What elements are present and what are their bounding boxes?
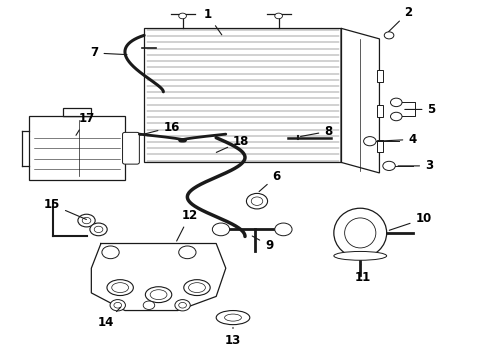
FancyBboxPatch shape xyxy=(122,132,139,164)
Text: 18: 18 xyxy=(216,135,249,152)
Text: 5: 5 xyxy=(405,103,436,116)
Circle shape xyxy=(275,13,282,19)
Ellipse shape xyxy=(107,280,133,296)
Circle shape xyxy=(82,217,91,224)
Text: 9: 9 xyxy=(252,236,273,252)
Circle shape xyxy=(102,246,119,259)
Circle shape xyxy=(78,214,95,227)
Text: 7: 7 xyxy=(91,46,127,59)
Text: 10: 10 xyxy=(389,212,432,230)
Ellipse shape xyxy=(334,251,387,260)
Text: 6: 6 xyxy=(259,170,280,192)
FancyBboxPatch shape xyxy=(29,117,125,180)
Circle shape xyxy=(383,161,395,171)
Text: 12: 12 xyxy=(176,209,198,241)
Text: 8: 8 xyxy=(300,125,333,138)
Ellipse shape xyxy=(146,287,172,303)
Text: 2: 2 xyxy=(389,6,412,32)
Circle shape xyxy=(179,13,186,19)
Text: 1: 1 xyxy=(203,8,222,35)
Text: 11: 11 xyxy=(355,264,371,284)
Circle shape xyxy=(251,197,263,206)
Circle shape xyxy=(212,223,230,236)
Circle shape xyxy=(114,302,122,308)
Text: 13: 13 xyxy=(225,328,241,347)
Ellipse shape xyxy=(112,283,128,293)
Bar xyxy=(377,140,383,153)
Ellipse shape xyxy=(150,290,167,300)
Circle shape xyxy=(110,300,125,311)
Circle shape xyxy=(179,302,186,308)
Circle shape xyxy=(179,246,196,259)
Ellipse shape xyxy=(184,280,210,296)
Ellipse shape xyxy=(224,314,242,321)
Circle shape xyxy=(90,223,107,236)
Text: 4: 4 xyxy=(379,133,416,146)
Ellipse shape xyxy=(344,218,376,248)
Circle shape xyxy=(364,136,376,146)
Circle shape xyxy=(175,300,190,311)
Text: 17: 17 xyxy=(76,112,95,135)
Ellipse shape xyxy=(216,311,250,325)
Text: 14: 14 xyxy=(98,307,121,329)
Circle shape xyxy=(275,223,292,236)
Circle shape xyxy=(143,301,155,310)
Circle shape xyxy=(384,32,394,39)
Text: 3: 3 xyxy=(398,159,433,172)
Text: 15: 15 xyxy=(44,198,86,220)
FancyBboxPatch shape xyxy=(63,108,91,117)
Circle shape xyxy=(94,226,103,233)
Bar xyxy=(377,105,383,117)
Ellipse shape xyxy=(334,208,387,258)
Text: 16: 16 xyxy=(140,121,180,135)
Circle shape xyxy=(391,112,402,121)
Circle shape xyxy=(391,98,402,107)
Ellipse shape xyxy=(189,283,205,293)
Circle shape xyxy=(246,193,268,209)
Bar xyxy=(377,69,383,82)
